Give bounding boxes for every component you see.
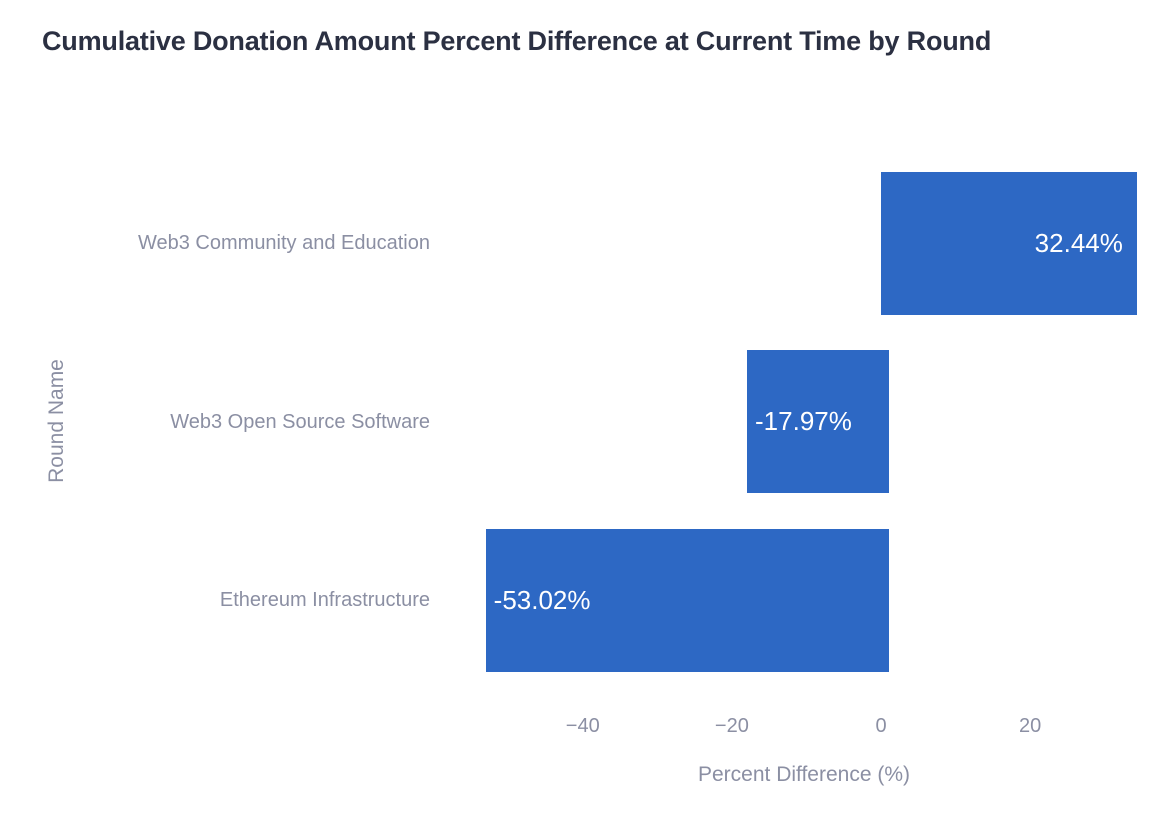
x-axis-title: Percent Difference (%) [697,763,911,786]
x-tick-label: −40 [565,715,600,737]
bar-value-label: -17.97% [755,406,852,437]
y-category-label: Ethereum Infrastructure [219,589,430,611]
bar: -17.97% [747,350,889,494]
x-tick-label: −20 [714,715,749,737]
bar-value-label: -53.02% [493,584,591,615]
chart-title: Cumulative Donation Amount Percent Diffe… [42,26,992,56]
bar-value-label: 32.44% [1034,227,1123,258]
x-tick-label: 0 [875,715,887,737]
bar: 32.44% [881,171,1137,315]
y-category-label: Web3 Open Source Software [170,410,430,433]
bar: -53.02% [485,528,889,672]
x-tick-label: 20 [1018,715,1042,737]
y-category-label: Web3 Community and Education [137,232,430,255]
